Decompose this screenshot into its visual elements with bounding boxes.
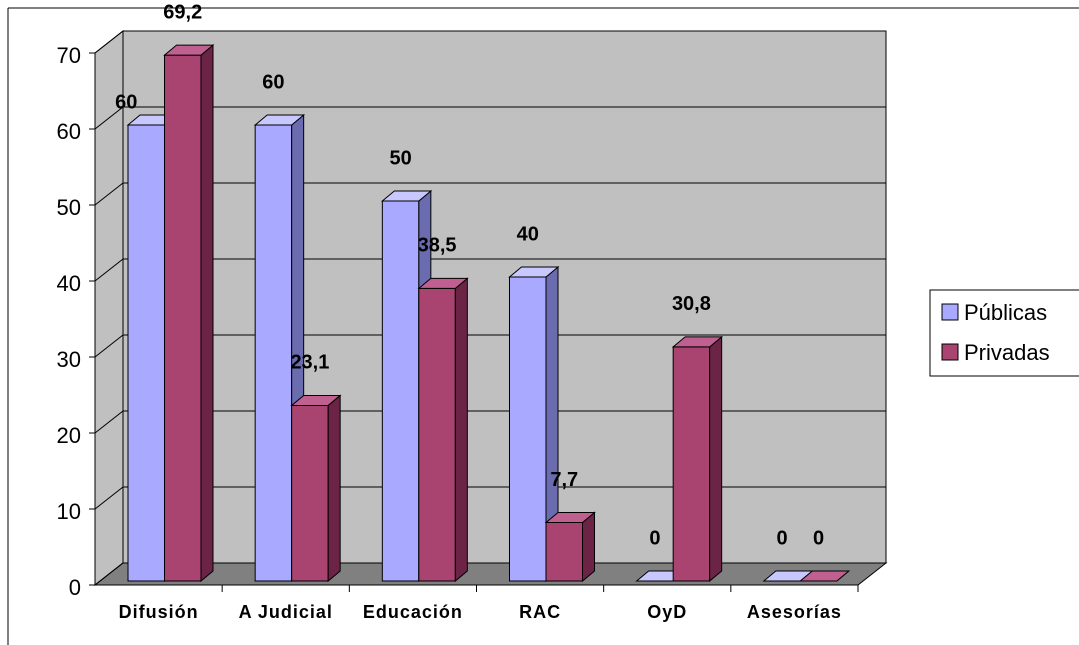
bar (290, 394, 342, 583)
value-label: 60 (262, 71, 284, 93)
y-tick-label: 70 (57, 43, 81, 68)
bar-side (200, 44, 214, 583)
value-label: 50 (389, 147, 411, 169)
bar-front (672, 346, 711, 582)
value-label: 0 (813, 527, 824, 549)
grid-line (94, 410, 886, 434)
bar-top (253, 114, 306, 126)
x-tick-label: Asesorías (747, 602, 842, 622)
legend-label: Públicas (964, 300, 1047, 325)
value-label: 60 (115, 91, 137, 113)
x-tick-label: RAC (519, 602, 561, 622)
value-label: 38,5 (418, 235, 457, 257)
bar-front (164, 54, 202, 582)
grid-line (94, 258, 886, 282)
grid-line (94, 486, 886, 510)
bar-front (545, 521, 583, 582)
x-tick-label: Difusión (119, 602, 199, 622)
bar-front (418, 287, 456, 582)
bar-front (254, 124, 293, 582)
bar-front (509, 276, 547, 582)
bar-top (544, 511, 596, 523)
x-tick-label: OyD (647, 602, 687, 622)
grid-line (94, 30, 886, 54)
y-tick-label: 50 (57, 195, 81, 220)
legend-swatch (941, 303, 959, 321)
bar-side (454, 277, 468, 583)
value-label: 23,1 (290, 352, 329, 374)
bar-side (327, 394, 341, 583)
y-tick-label: 20 (57, 423, 81, 448)
bar (163, 44, 215, 583)
bar-top (508, 266, 560, 278)
bar-top (671, 336, 724, 348)
value-label: 69,2 (163, 1, 202, 23)
bar-top (380, 190, 433, 202)
floor (93, 562, 888, 586)
bar (508, 265, 560, 583)
value-label: 0 (777, 527, 788, 549)
grid-line (94, 182, 886, 206)
bar-front (381, 200, 420, 582)
back-wall (122, 30, 887, 564)
value-label: 40 (517, 223, 539, 245)
x-tick-label: A Judicial (239, 602, 333, 622)
y-tick-label: 40 (57, 271, 81, 296)
y-tick-label: 60 (57, 119, 81, 144)
bar (544, 511, 596, 583)
bar-front (291, 404, 329, 582)
value-label: 0 (649, 527, 660, 549)
legend-swatch (941, 343, 959, 361)
bar-top (290, 394, 342, 406)
grid-line (94, 334, 886, 358)
grid-line (94, 562, 886, 586)
bar-side (582, 511, 595, 583)
bar-side (709, 335, 723, 583)
bar-front (127, 124, 165, 582)
bar (417, 277, 469, 583)
grid-line (94, 106, 886, 130)
y-tick-label: 10 (57, 499, 81, 524)
bar-top (417, 277, 469, 289)
x-tick-label: Educación (363, 602, 463, 622)
side-wall (94, 29, 124, 587)
bar (671, 335, 724, 583)
value-label: 7,7 (550, 469, 578, 491)
value-label: 30,8 (672, 293, 711, 315)
bar-top (163, 44, 215, 56)
y-tick-label: 0 (69, 575, 81, 600)
bar (798, 570, 851, 582)
legend-label: Privadas (964, 340, 1050, 365)
bar-top (798, 570, 851, 582)
y-tick-label: 30 (57, 347, 81, 372)
